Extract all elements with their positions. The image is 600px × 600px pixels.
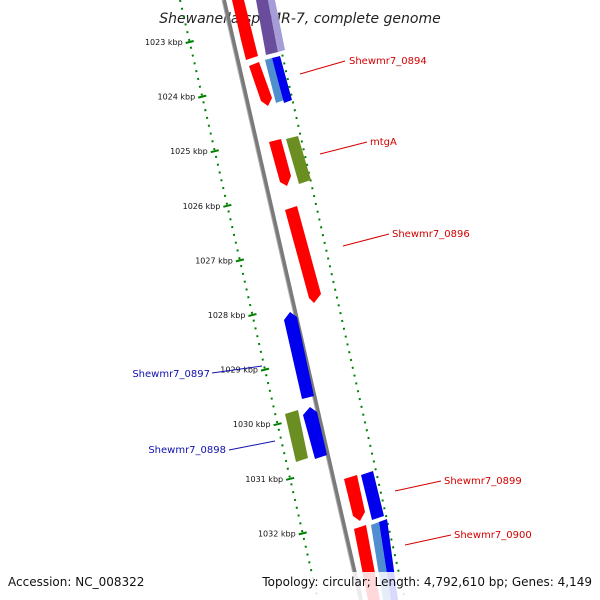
scale-tick-label: 1025 kbp [170, 147, 208, 156]
scale-ticks: 1023 kbp 1024 kbp 1025 kbp 1026 kbp 1027 kbp… [145, 38, 307, 538]
gene-red-0896[interactable] [285, 206, 321, 303]
genome-backbone-highlight [221, 0, 360, 600]
gene-label-shewmr7-0897[interactable]: Shewmr7_0897 [132, 369, 210, 380]
gene-green-0898[interactable] [285, 410, 308, 462]
gene-label-shewmr7-0900[interactable]: Shewmr7_0900 [454, 530, 532, 541]
scale-tick-label: 1029 kbp [220, 366, 258, 375]
gene-blue-0894[interactable] [272, 56, 292, 103]
scale-left [179, 0, 319, 600]
gene-label-shewmr7-0894[interactable]: Shewmr7_0894 [349, 56, 427, 67]
gene-red-top[interactable] [232, 0, 258, 60]
map-title: Shewanella sp. MR-7, complete genome [159, 11, 440, 27]
scale-tick-label: 1027 kbp [195, 256, 233, 265]
scale-tick [223, 203, 232, 208]
scale-tick-label: 1023 kbp [145, 38, 183, 47]
gene-label-shewmr7-0898[interactable]: Shewmr7_0898 [148, 445, 226, 456]
scale-tick-label: 1032 kbp [258, 529, 296, 538]
gene-periwinkle-top[interactable] [268, 0, 285, 52]
gene-label-mtga[interactable]: mtgA [370, 137, 397, 148]
scale-tick [273, 422, 282, 427]
gene-lightblue-0894[interactable] [265, 58, 284, 103]
genome-backbone [222, 0, 363, 600]
gene-red-mtga[interactable] [269, 139, 291, 186]
footer-band [0, 572, 600, 600]
scale-tick [185, 40, 194, 44]
accession-text: Accession: NC_008322 [8, 575, 144, 589]
gene-purple-top[interactable] [256, 0, 278, 55]
scale-tick-label: 1026 kbp [183, 202, 221, 211]
scale-tick-label: 1030 kbp [233, 420, 271, 429]
gene-label-shewmr7-0896[interactable]: Shewmr7_0896 [392, 229, 470, 240]
scale-tick-label: 1031 kbp [245, 475, 283, 484]
gene-labels: Shewmr7_0894 mtgA Shewmr7_0896 Shewmr7_0… [132, 56, 531, 541]
gene-features [232, 0, 398, 600]
gene-blue-0898[interactable] [303, 407, 327, 459]
scale-tick-label: 1028 kbp [208, 311, 246, 320]
gene-label-shewmr7-0899[interactable]: Shewmr7_0899 [444, 476, 522, 487]
gene-blue-0897[interactable] [284, 312, 314, 399]
gene-blue-0899[interactable] [361, 471, 384, 520]
gene-red-0899[interactable] [344, 475, 365, 521]
gene-green-mtga[interactable] [286, 136, 311, 184]
gene-red-0894[interactable] [249, 62, 272, 106]
scale-tick [210, 149, 220, 154]
gene-label-leaders [211, 60, 452, 546]
scale-tick-label: 1024 kbp [158, 93, 196, 102]
scale-tick [248, 313, 257, 317]
scale-tick [285, 476, 295, 481]
scale-right [269, 0, 406, 600]
topology-text: Topology: circular; Length: 4,792,610 bp… [261, 575, 592, 589]
scale-tick [298, 531, 307, 536]
scale-tick [260, 367, 270, 372]
scale-tick [235, 258, 245, 263]
scale-tick [197, 94, 207, 99]
